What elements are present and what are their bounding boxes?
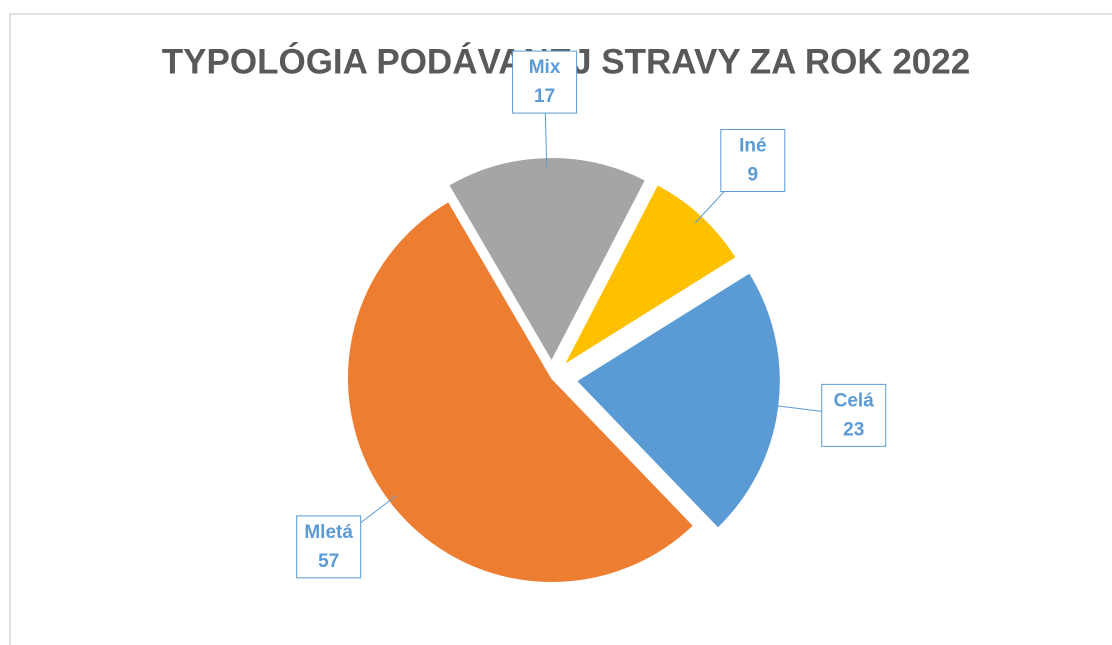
data-label-name: Mletá — [304, 522, 353, 543]
data-label-name: Celá — [834, 390, 875, 411]
data-label-name: Iné — [739, 136, 766, 157]
label-box — [512, 50, 578, 114]
label-box — [821, 383, 887, 447]
data-label-name: Mix — [529, 57, 561, 78]
data-label-value: 17 — [534, 86, 555, 107]
data-label-value: 23 — [843, 419, 864, 440]
data-label-value: 9 — [748, 165, 759, 186]
label-box — [720, 129, 786, 193]
label-box — [296, 515, 362, 579]
data-label-value: 57 — [318, 551, 339, 572]
chart-border — [9, 13, 1112, 645]
